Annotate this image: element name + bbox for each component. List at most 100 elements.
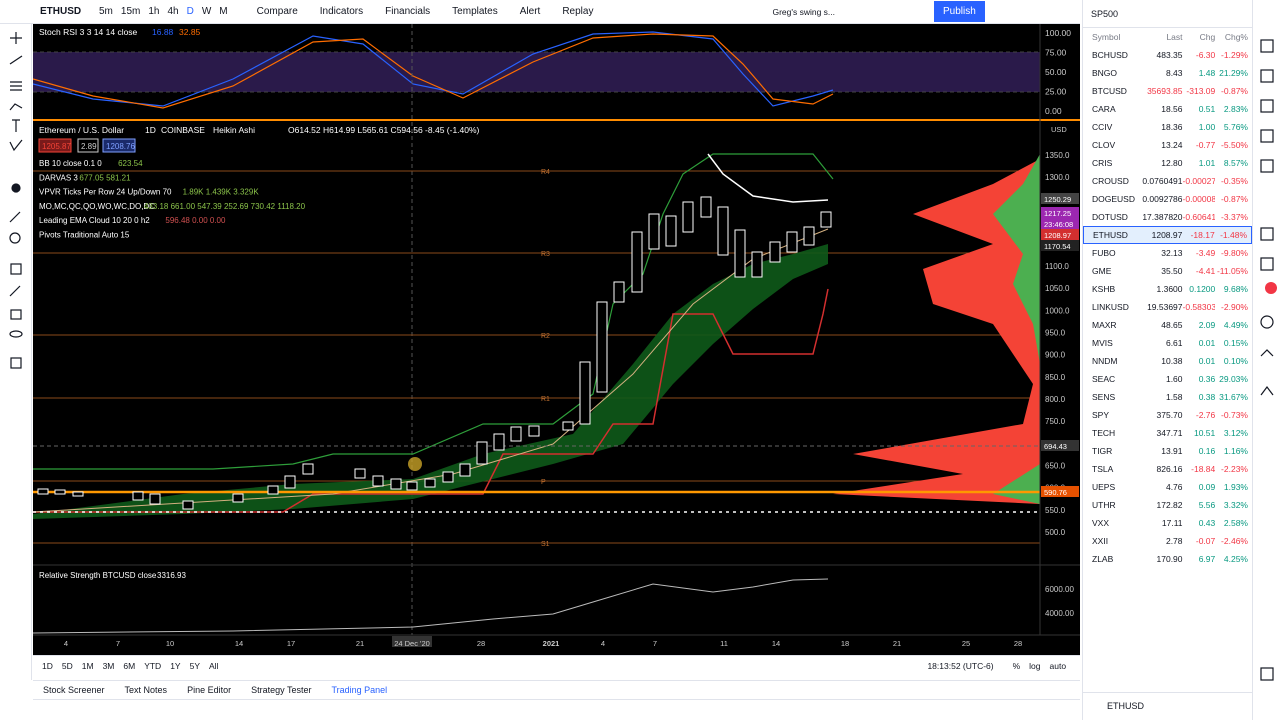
range-button[interactable]: 5Y — [189, 660, 200, 671]
line-tool[interactable] — [9, 55, 23, 65]
watchlist-row[interactable]: XXII 2.78 -0.07 -2.46% — [1083, 532, 1252, 550]
price-box — [77, 138, 99, 153]
crosshair-tool[interactable] — [10, 32, 22, 44]
range-button[interactable]: 1M — [81, 660, 94, 671]
magnet-tool[interactable] — [10, 263, 22, 275]
watchlist-cell: 3.12% — [1223, 428, 1248, 438]
price-tick-label: 1350.0 — [1045, 151, 1070, 160]
calendar-icon[interactable] — [1260, 159, 1274, 173]
hotlist-icon[interactable] — [1260, 129, 1274, 143]
watchlist-row[interactable]: SPY 375.70 -2.76 -0.73% — [1083, 406, 1252, 424]
range-button[interactable]: 1Y — [170, 660, 181, 671]
zoom-tool[interactable] — [9, 232, 21, 244]
text-tool[interactable] — [12, 119, 20, 132]
range-button[interactable]: YTD — [144, 660, 162, 671]
watchlist-row[interactable]: CLOV 13.24 -0.77 -5.50% — [1083, 136, 1252, 154]
range-button[interactable]: All — [209, 660, 219, 671]
streams-icon[interactable] — [1260, 315, 1274, 329]
bottom-tab[interactable]: Trading Panel — [331, 685, 388, 695]
watchlist-row[interactable]: UTHR 172.82 5.56 3.32% — [1083, 496, 1252, 514]
interval-button[interactable]: M — [219, 6, 228, 17]
bottom-tab[interactable]: Stock Screener — [43, 685, 105, 695]
watchlist-row[interactable]: UEPS 4.76 0.09 1.93% — [1083, 478, 1252, 496]
trash-tool[interactable] — [10, 357, 22, 369]
notification-badge — [1265, 282, 1277, 294]
brush-tool[interactable] — [11, 183, 21, 193]
ema-cloud — [33, 244, 828, 519]
pattern-tool[interactable] — [9, 103, 23, 111]
notifications-icon[interactable] — [1260, 349, 1274, 357]
watchlist-row[interactable]: KSHB 1.3600 0.1200 9.68% — [1083, 280, 1252, 298]
watchlist-row[interactable]: GME 35.50 -4.41 -11.05% — [1083, 262, 1252, 280]
rs-title: Relative Strength BTCUSD close — [39, 571, 157, 580]
watchlist-row[interactable]: SEAC 1.60 0.36 29.03% — [1083, 370, 1252, 388]
range-button[interactable]: 1D — [42, 660, 53, 671]
watchlist-row[interactable]: CARA 18.56 0.51 2.83% — [1083, 100, 1252, 118]
watchlist-row[interactable]: MAXR 48.65 2.09 4.49% — [1083, 316, 1252, 334]
bottom-tab[interactable]: Text Notes — [124, 685, 168, 695]
interval-button[interactable]: 4h — [167, 6, 179, 17]
alerts-icon[interactable] — [1260, 69, 1274, 83]
interval-button[interactable]: 5m — [99, 6, 113, 17]
watchlist-icon[interactable] — [1260, 39, 1274, 53]
watchlist-row[interactable]: VXX 17.11 0.43 2.58% — [1083, 514, 1252, 532]
watchlist-row[interactable]: ZLAB 170.90 6.97 4.25% — [1083, 550, 1252, 568]
range-button[interactable]: 5D — [61, 660, 73, 671]
date-label: 10 — [166, 639, 174, 648]
bottom-tab[interactable]: Pine Editor — [187, 685, 232, 695]
watchlist-row[interactable]: LINKUSD 19.53697 -0.58303 -2.90% — [1083, 298, 1252, 316]
chart-area[interactable]: Stoch RSI 3 3 14 14 close 16.88 32.85 100.0… — [33, 24, 1080, 655]
symbol-search[interactable]: ETHUSD — [40, 6, 82, 17]
watchlist-row[interactable]: SENS 1.58 0.38 31.67% — [1083, 388, 1252, 406]
watchlist-row[interactable]: ETHUSD 1208.97 -18.17 -1.48% — [1083, 226, 1252, 244]
watchlist-row[interactable]: CRIS 12.80 1.01 8.57% — [1083, 154, 1252, 172]
layout-name[interactable]: Greg's swing s... — [772, 6, 836, 17]
watchlist-row[interactable]: TECH 347.71 10.51 3.12% — [1083, 424, 1252, 442]
toolbar-button[interactable]: Alert — [519, 6, 541, 17]
watchlist-row[interactable]: TSLA 826.16 -18.84 -2.23% — [1083, 460, 1252, 478]
data-window-icon[interactable] — [1260, 99, 1274, 113]
watchlist-row[interactable]: TIGR 13.91 0.16 1.16% — [1083, 442, 1252, 460]
hide-tool[interactable] — [9, 330, 23, 338]
measure-tool[interactable] — [9, 211, 21, 223]
watchlist-row[interactable]: MVIS 6.61 0.01 0.15% — [1083, 334, 1252, 352]
watchlist-cell: 2.09 — [1198, 320, 1216, 330]
publish-button[interactable]: Publish — [934, 1, 985, 22]
range-button[interactable]: 3M — [102, 660, 115, 671]
cursor-highlight — [408, 457, 422, 471]
ideas-icon[interactable] — [1260, 257, 1274, 271]
watchlist-row[interactable]: BCHUSD 483.35 -6.30 -1.29% — [1083, 46, 1252, 64]
interval-button[interactable]: D — [186, 6, 194, 17]
projection-tool[interactable] — [9, 139, 23, 152]
range-button[interactable]: 6M — [123, 660, 136, 671]
fib-tool[interactable] — [10, 81, 22, 91]
chat-icon[interactable] — [1260, 227, 1274, 241]
watchlist-row[interactable]: DOGEUSD 0.0092786-0.000081 -0.87% — [1083, 190, 1252, 208]
lock-tool[interactable] — [9, 285, 21, 297]
scale-option[interactable]: auto — [1049, 660, 1067, 671]
watchlist-cell: SENS — [1092, 392, 1116, 402]
details-symbol[interactable]: ETHUSD — [1083, 692, 1252, 720]
order-panel-icon[interactable] — [1260, 386, 1274, 396]
toolbar-button[interactable]: Templates — [452, 6, 498, 17]
watchlist-title[interactable]: SP500 — [1083, 0, 1252, 28]
watchlist-row[interactable]: NNDM 10.38 0.01 0.10% — [1083, 352, 1252, 370]
watchlist-row[interactable]: DOTUSD 17.387820-0.606419 -3.37% — [1083, 208, 1252, 226]
watchlist-row[interactable]: FUBO 32.13 -3.49 -9.80% — [1083, 244, 1252, 262]
toolbar-button[interactable]: Financials — [385, 6, 431, 17]
interval-button[interactable]: 1h — [148, 6, 160, 17]
layers-icon[interactable] — [1260, 667, 1274, 681]
toolbar-button[interactable]: Indicators — [319, 6, 364, 17]
watchlist-row[interactable]: BTCUSD 35693.85 -313.09 -0.87% — [1083, 82, 1252, 100]
interval-button[interactable]: 15m — [120, 6, 141, 17]
bottom-tab[interactable]: Strategy Tester — [251, 685, 312, 695]
watchlist-row[interactable]: BNGO 8.43 1.48 21.29% — [1083, 64, 1252, 82]
toolbar-button[interactable]: Replay — [562, 6, 594, 17]
lock-all-tool[interactable] — [10, 309, 22, 320]
toolbar-button[interactable]: Compare — [256, 6, 298, 17]
scale-option[interactable]: % — [1012, 660, 1021, 671]
watchlist-row[interactable]: CROUSD 0.0760491-0.000270 -0.35% — [1083, 172, 1252, 190]
interval-button[interactable]: W — [201, 6, 212, 17]
watchlist-row[interactable]: CCIV 18.36 1.00 5.76% — [1083, 118, 1252, 136]
scale-option[interactable]: log — [1029, 660, 1041, 671]
